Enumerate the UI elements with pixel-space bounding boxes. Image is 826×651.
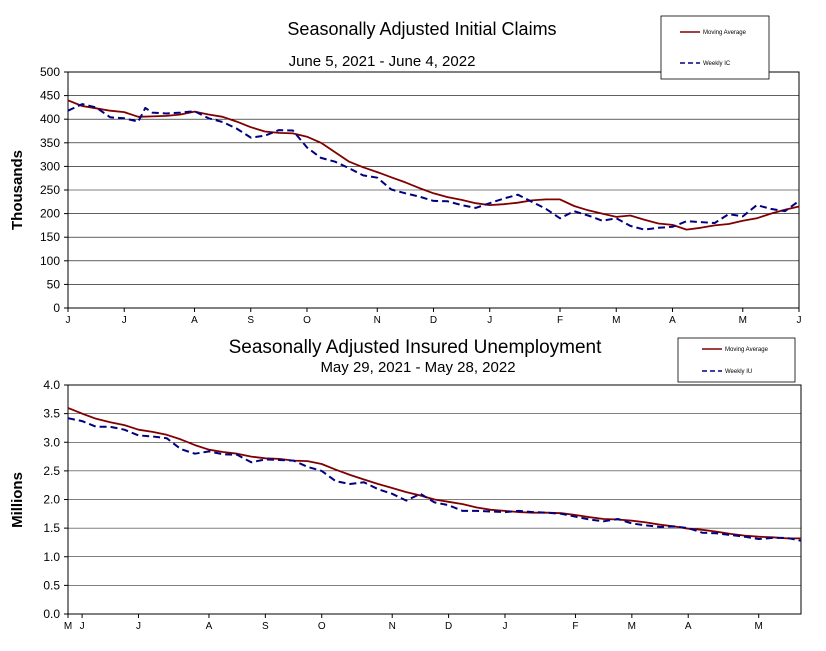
chart2-x-tick-label: J xyxy=(502,621,507,632)
chart2-y-ticks: 0.0 0.5 1.0 1.5 2.0 2.5 3.0 3.5 4.0 xyxy=(43,378,68,621)
chart2-x-tick-label: A xyxy=(685,621,692,632)
chart2-x-tick-label: J xyxy=(136,621,141,632)
chart2-y-axis-label: Millions xyxy=(9,472,26,528)
chart1-x-tick-label: J xyxy=(797,315,802,326)
chart1-y-tick-label: 0 xyxy=(53,301,60,315)
chart1-x-tick-label: N xyxy=(374,315,381,326)
chart1-y-tick-label: 50 xyxy=(47,277,61,291)
chart2-y-tick-label: 1.5 xyxy=(43,521,60,535)
chart2-legend-box xyxy=(677,337,796,383)
chart1-y-tick-label: 500 xyxy=(40,65,60,79)
chart2-x-tick-label: S xyxy=(262,621,269,632)
chart1-x-tick-label: J xyxy=(487,315,492,326)
chart1-x-tick-label: A xyxy=(191,315,198,326)
chart2-series xyxy=(67,407,802,542)
chart1-x-tick-label: O xyxy=(303,315,311,326)
chart2-legend-weekly-iu: Weekly IU xyxy=(725,369,752,375)
chart1-legend-box xyxy=(660,15,770,80)
chart2-x-tick-label: M xyxy=(755,621,763,632)
chart2-x-tick-label: J xyxy=(80,621,85,632)
chart1-legend: Moving Average Weekly IC xyxy=(660,15,770,80)
chart2-y-tick-label: 3.0 xyxy=(43,435,60,449)
chart1-y-tick-label: 350 xyxy=(40,136,60,150)
chart2-legend: Moving Average Weekly IU xyxy=(677,337,796,383)
initial-claims-chart: Seasonally Adjusted Initial Claims June … xyxy=(9,15,802,326)
chart1-x-tick-label: M xyxy=(739,315,747,326)
chart1-series-weekly-ic xyxy=(67,103,800,231)
chart1-y-tick-label: 150 xyxy=(40,230,60,244)
chart2-series-weekly-iu xyxy=(67,417,802,542)
chart1-x-tick-label: J xyxy=(122,315,127,326)
chart2-series-moving-average xyxy=(67,407,801,540)
chart1-x-tick-label: J xyxy=(66,315,71,326)
chart1-x-tick-label: S xyxy=(247,315,254,326)
chart2-y-tick-label: 1.0 xyxy=(43,550,60,564)
chart1-y-axis-label: Thousands xyxy=(9,150,26,230)
chart1-y-tick-label: 100 xyxy=(40,254,60,268)
chart1-y-tick-label: 250 xyxy=(40,183,60,197)
chart1-legend-moving-average: Moving Average xyxy=(703,30,747,36)
chart2-gridlines xyxy=(68,413,801,586)
chart1-subtitle: June 5, 2021 - June 4, 2022 xyxy=(289,53,476,70)
chart2-y-tick-label: 4.0 xyxy=(43,378,60,392)
chart2-title: Seasonally Adjusted Insured Unemployment xyxy=(229,337,603,358)
chart2-x-tick-label: F xyxy=(572,621,578,632)
chart1-y-ticks: 0 50 100 150 200 250 300 350 400 450 500 xyxy=(40,65,68,315)
chart2-x-tick-label: M xyxy=(64,621,72,632)
chart2-subtitle: May 29, 2021 - May 28, 2022 xyxy=(320,359,515,376)
chart1-y-tick-label: 300 xyxy=(40,159,60,173)
chart2-y-tick-label: 0.5 xyxy=(43,578,60,592)
chart2-x-tick-label: M xyxy=(628,621,636,632)
chart1-series xyxy=(67,99,800,231)
chart1-y-tick-label: 200 xyxy=(40,207,60,221)
chart1-x-tick-label: A xyxy=(669,315,676,326)
chart1-title: Seasonally Adjusted Initial Claims xyxy=(287,19,556,39)
chart1-x-tick-label: D xyxy=(430,315,437,326)
chart2-y-tick-label: 2.0 xyxy=(43,493,60,507)
chart2-y-tick-label: 2.5 xyxy=(43,464,60,478)
chart1-gridlines xyxy=(68,95,799,285)
chart2-x-tick-label: N xyxy=(389,621,396,632)
chart2-x-tick-label: D xyxy=(445,621,452,632)
insured-unemployment-chart: Seasonally Adjusted Insured Unemployment… xyxy=(9,337,802,632)
chart1-legend-weekly-ic: Weekly IC xyxy=(703,61,731,67)
chart2-x-tick-label: A xyxy=(206,621,213,632)
chart2-y-tick-label: 3.5 xyxy=(43,407,60,421)
chart1-x-tick-label: F xyxy=(557,315,563,326)
chart1-x-tick-label: M xyxy=(612,315,620,326)
chart1-y-tick-label: 400 xyxy=(40,112,60,126)
chart2-y-tick-label: 0.0 xyxy=(43,607,60,621)
chart2-legend-moving-average: Moving Average xyxy=(725,347,769,353)
chart1-y-tick-label: 450 xyxy=(40,89,60,103)
chart2-x-tick-label: O xyxy=(318,621,326,632)
